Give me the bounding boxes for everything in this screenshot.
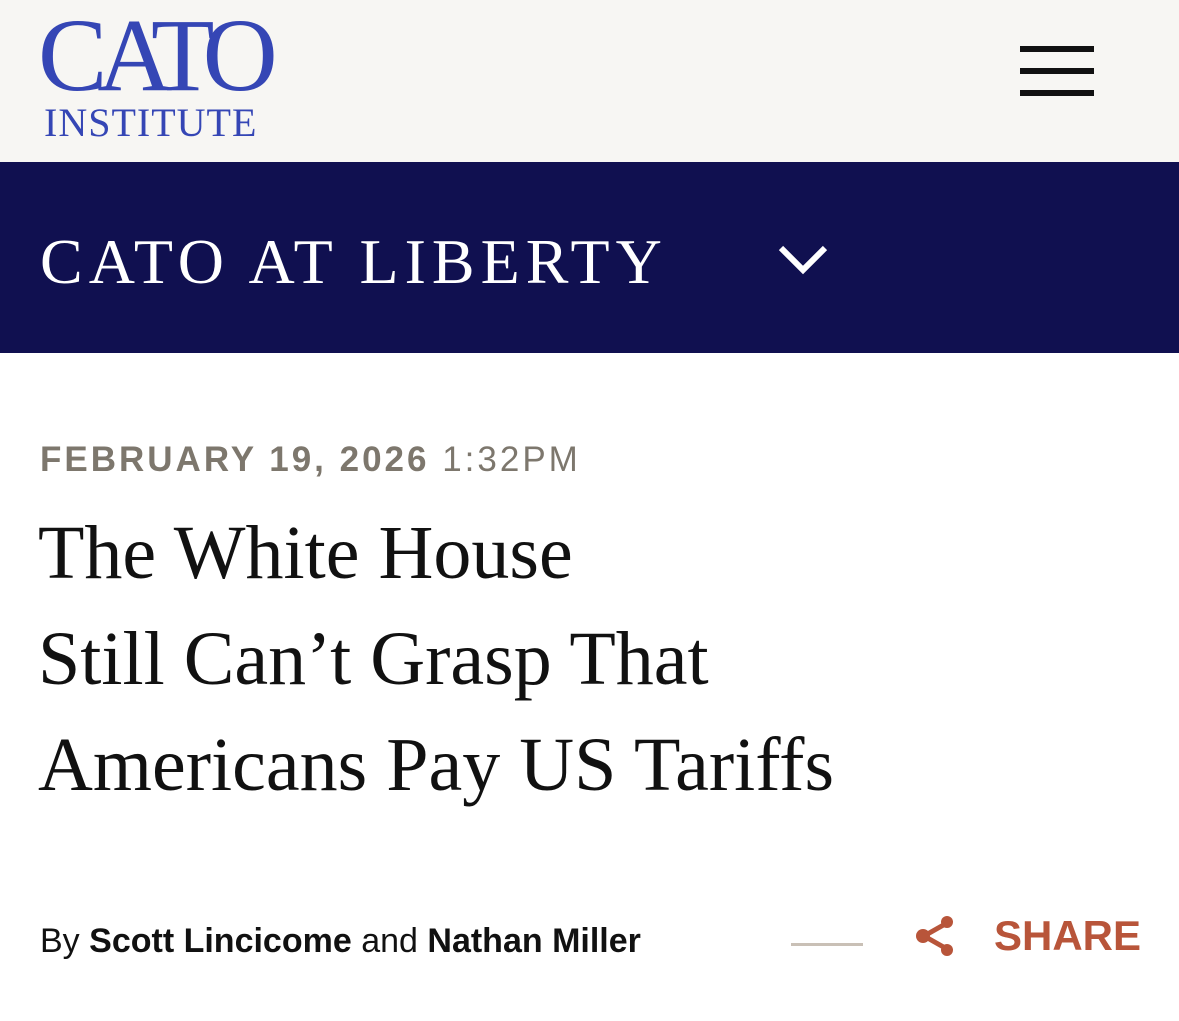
byline: By Scott Lincicome and Nathan Miller bbox=[40, 922, 641, 961]
title-line: Still Can’t Grasp That bbox=[38, 617, 709, 701]
logo-main-text: CATO bbox=[38, 0, 278, 113]
share-button[interactable]: SHARE bbox=[914, 912, 1141, 960]
author-link[interactable]: Scott Lincicome bbox=[89, 922, 352, 960]
logo-sub-text: INSTITUTE bbox=[44, 100, 258, 145]
section-title[interactable]: CATO AT LIBERTY bbox=[40, 226, 668, 297]
cato-institute-logo[interactable]: CATO INSTITUTE bbox=[38, 0, 278, 145]
article-date: FEBRUARY 19, 2026 1:32PM bbox=[40, 440, 581, 480]
site-header: CATO INSTITUTE bbox=[0, 0, 1179, 162]
hamburger-menu-icon[interactable] bbox=[1020, 46, 1094, 96]
time-text: 1:32PM bbox=[442, 440, 581, 479]
chevron-down-icon[interactable] bbox=[776, 240, 830, 280]
author-link[interactable]: Nathan Miller bbox=[427, 922, 641, 960]
share-label: SHARE bbox=[994, 912, 1142, 959]
title-line: Americans Pay US Tariffs bbox=[38, 723, 835, 807]
byline-and: and bbox=[361, 922, 418, 960]
byline-by: By bbox=[40, 922, 80, 960]
date-text: FEBRUARY 19, 2026 bbox=[40, 440, 430, 479]
title-line: The White House bbox=[38, 511, 573, 595]
divider bbox=[791, 943, 863, 946]
section-nav-bar bbox=[0, 162, 1179, 353]
share-icon bbox=[916, 916, 953, 956]
article-title: The White House Still Can’t Grasp That A… bbox=[38, 500, 834, 818]
